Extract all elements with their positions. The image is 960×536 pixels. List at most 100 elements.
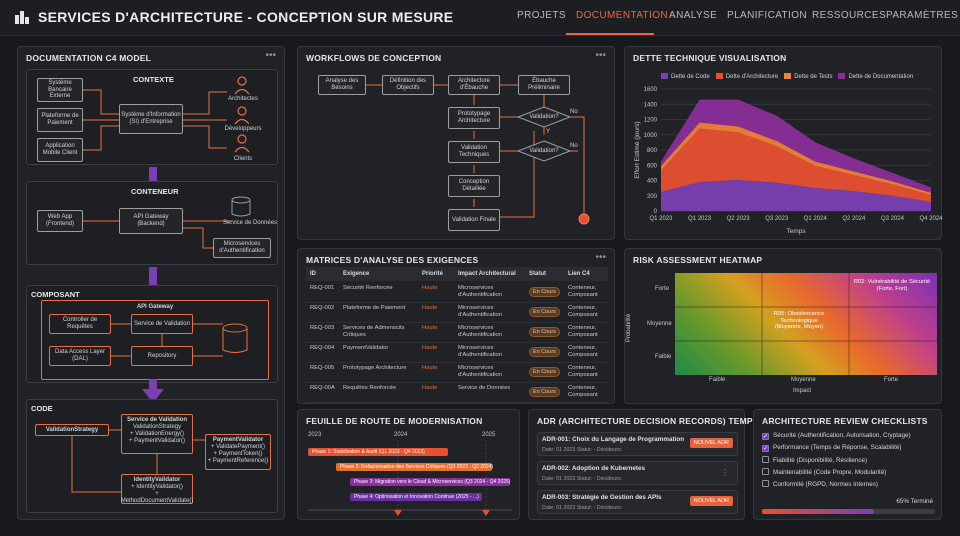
decision-label[interactable]: Validation? (529, 114, 559, 120)
y-tick-label: 600 (647, 163, 658, 169)
cell-lien: Conteneur, Composant (568, 305, 598, 318)
wf-prototypage[interactable]: Prototypage Architecture (448, 107, 500, 129)
service-validation-class[interactable]: Service de Validation ValidationStrategy… (121, 414, 193, 454)
controller-box[interactable]: Controller de Requêtes (49, 314, 111, 334)
adr-card-2[interactable]: ADR-002: Adoption de Kubernetes Date: 01… (537, 461, 738, 485)
cell-priorite: Haute (422, 285, 438, 291)
api-gateway-box[interactable]: API Gateway (Backend) (119, 208, 183, 234)
phase-3-bar[interactable]: Phase 3: Migration vers le Cloud & Micro… (350, 478, 510, 486)
kebab-menu-icon[interactable]: ⋮ (721, 468, 729, 477)
y-axis-label: Effort Estimé (jours) (634, 121, 641, 178)
decision-label[interactable]: Validation? (529, 148, 559, 154)
system-central[interactable]: Système d'Information (SI) d'Entreprise (119, 104, 183, 134)
panel-title: DETTE TECHNIQUE VISUALISATION (633, 53, 787, 63)
table-row[interactable] (306, 343, 608, 363)
risk-r05[interactable]: R05: Obsolescence Technologique (Moyenne… (773, 311, 825, 331)
adr-title: ADR-002: Adoption de Kubernetes (542, 465, 645, 472)
section-title: COMPOSANT (31, 290, 80, 299)
repository-box[interactable]: Repository (131, 346, 193, 366)
wf-architecture[interactable]: Architecture d'Ébauche (448, 75, 500, 95)
wf-ebauche[interactable]: Ébauche Préliminaire (518, 75, 570, 95)
status-badge: En Cours (529, 347, 560, 357)
nav-analyse[interactable]: ANALYSE (669, 10, 718, 21)
checkbox-icon[interactable] (762, 480, 769, 487)
x-tick-label: Q4 2024 (919, 216, 943, 222)
system-paiement[interactable]: Plateforme de Paiement (37, 108, 83, 132)
checklist-item[interactable]: ✓ Sécurité (Authentification, Autorisatio… (762, 432, 911, 440)
table-row[interactable] (306, 363, 608, 383)
more-icon[interactable]: ••• (265, 50, 276, 61)
area-series-3 (661, 99, 931, 193)
col-priorite[interactable]: Priorité (422, 271, 444, 277)
y-tick-label: 200 (647, 194, 658, 200)
checklist-item[interactable]: Conformité (RGPD, Normes Internes) (762, 480, 878, 488)
new-adr-button[interactable]: NOUVEL ADR (689, 496, 733, 506)
nav-documentation[interactable]: DOCUMENTATION (576, 10, 669, 21)
cell-lien: Conteneur, Composant (568, 285, 598, 298)
table-row[interactable] (306, 323, 608, 343)
strategy-class[interactable]: ValidationStrategy (35, 424, 109, 436)
checked-checkbox-icon[interactable]: ✓ (762, 433, 769, 440)
identity-validator-class[interactable]: IdentityValidator + IdentityValidator() … (121, 474, 193, 504)
nav-planification[interactable]: PLANIFICATION (727, 10, 808, 21)
actor-developpeurs: Développeurs (224, 126, 262, 132)
dal-box[interactable]: Data Access Layer (DAL) (49, 346, 111, 366)
status-badge: En Cours (529, 287, 560, 297)
code-section: CODE ValidationStrategy Service de Valid… (26, 399, 278, 513)
legend-label[interactable]: Dette d'Architecture (725, 74, 779, 80)
checkbox-icon[interactable] (762, 468, 769, 475)
app-title: SERVICES D'ARCHITECTURE - CONCEPTION SUR… (38, 9, 454, 25)
col-impact[interactable]: Impact Architectural (458, 271, 516, 277)
new-adr-button[interactable]: NOUVEL ADR (689, 438, 733, 448)
microservices-box[interactable]: Microservices d'Authentification (213, 238, 271, 258)
checkbox-icon[interactable] (762, 456, 769, 463)
class-item: + PaymentReference() (207, 457, 269, 464)
heatmap-grid[interactable] (675, 273, 937, 375)
composant-connectors (111, 323, 248, 357)
checklist-item[interactable]: Fiabilité (Disponibilité, Résilience) (762, 456, 867, 464)
col-statut[interactable]: Statut (529, 271, 546, 277)
legend-label[interactable]: Dette de Documentation (848, 74, 914, 80)
checked-checkbox-icon[interactable]: ✓ (762, 445, 769, 452)
class-title: PaymentValidator (212, 437, 264, 443)
legend-label[interactable]: Dette de Code (671, 74, 710, 80)
more-icon[interactable]: ••• (595, 50, 606, 61)
col-exigence[interactable]: Exigence (343, 271, 370, 277)
legend-label[interactable]: Dette de Tests (794, 74, 833, 80)
adr-card-1[interactable]: ADR-001: Choix du Langage de Programmati… (537, 432, 738, 456)
table-row[interactable] (306, 303, 608, 323)
nav-parametres[interactable]: PARAMÈTRES (886, 10, 959, 21)
wf-validation-finale[interactable]: Validation Finale (448, 209, 500, 231)
phase-1-bar[interactable]: Phase 1: Stabilisation & Audit (Q1 2023 … (308, 448, 448, 456)
composant-section: COMPOSANT API Gateway Controller de Requ… (26, 285, 278, 383)
x-tick-label: Q1 2023 (649, 216, 673, 222)
phase-4-bar[interactable]: Phase 4: Optimisation et Innovation Cont… (350, 493, 482, 501)
adr-meta: Date: 01 2023 Statut: - Décideurs: (542, 476, 623, 482)
nav-projets[interactable]: PROJETS (517, 10, 566, 21)
validation-box[interactable]: Service de Validation (131, 314, 193, 334)
wf-validation-techniques[interactable]: Validation Techniques (448, 141, 500, 163)
web-app-box[interactable]: Web App (Frontend) (37, 210, 83, 232)
table-row[interactable] (306, 383, 608, 403)
more-icon[interactable]: ••• (595, 252, 606, 263)
class-title: IdentityValidator (133, 477, 181, 483)
cell-priorite: Haute (422, 325, 438, 331)
nav-ressources[interactable]: RESSOURCES (812, 10, 887, 21)
wf-analyse[interactable]: Analyse des Besoins (318, 75, 366, 95)
system-bancaire[interactable]: Système Bancaire Externe (37, 78, 83, 102)
checklist-item[interactable]: ✓ Performance (Temps de Réponse, Scalabil… (762, 444, 901, 452)
checklist-item[interactable]: Maintenabilité (Code Propre, Modularité) (762, 468, 886, 476)
payment-validator-class[interactable]: PaymentValidator + ValidatePayment() + P… (205, 434, 271, 470)
col-id[interactable]: ID (310, 271, 316, 277)
status-badge: En Cours (529, 307, 560, 317)
table-row[interactable] (306, 283, 608, 303)
system-mobile[interactable]: Application Mobile Client (37, 138, 83, 162)
phase-2-bar[interactable]: Phase 2: Refactorisation des Services Cr… (336, 463, 493, 471)
class-item: ValidationStrategy (132, 423, 182, 430)
wf-definition[interactable]: Définition des Objectifs (382, 75, 434, 95)
y-tick-label: 0 (654, 209, 658, 215)
col-lien-c4[interactable]: Lien C4 (568, 271, 590, 277)
adr-card-3[interactable]: ADR-003: Stratégie de Gestion des APIs D… (537, 490, 738, 514)
risk-r02[interactable]: R02: Vulnérabilité de Sécurité (Forte, F… (853, 279, 931, 292)
wf-conception[interactable]: Conception Détaillée (448, 175, 500, 197)
